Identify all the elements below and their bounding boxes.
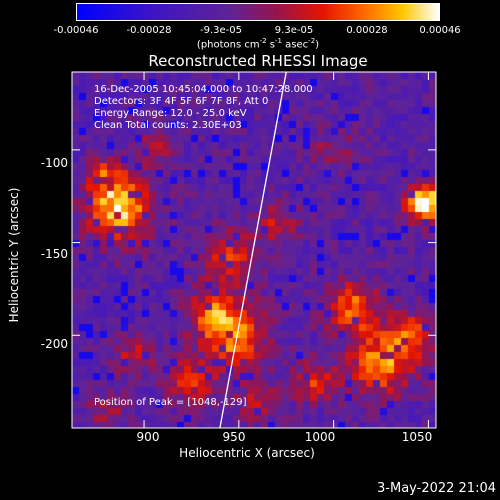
annotation-clean-counts: Clean Total counts: 2.30E+03 xyxy=(94,120,242,131)
x-axis-label: Heliocentric X (arcsec) xyxy=(179,446,315,460)
colorbar-gradient xyxy=(77,4,439,20)
x-tick-label: 950 xyxy=(222,430,246,444)
annotation-detectors: Detectors: 3F 4F 5F 6F 7F 8F, Att 0 xyxy=(94,96,269,107)
y-tick-label: -100 xyxy=(40,156,68,170)
colorbar-tick-label: -0.00046 xyxy=(53,25,99,36)
x-tick-label: 1000 xyxy=(304,430,336,444)
colorbar xyxy=(76,3,440,21)
render-timestamp: 3-May-2022 21:04 xyxy=(377,481,496,496)
limb-line xyxy=(219,71,287,429)
annotation-time-range: 16-Dec-2005 10:45:04.000 to 10:47:28.000 xyxy=(94,84,313,95)
colorbar-tick-label: -0.00028 xyxy=(126,25,172,36)
plot-frame xyxy=(71,71,437,429)
x-axis-ticks xyxy=(143,72,429,428)
y-axis-label: Heliocentric Y (arcsec) xyxy=(7,187,21,323)
y-axis-ticks xyxy=(72,149,436,336)
peak-position-label: Position of Peak = [1048,-129] xyxy=(94,397,247,408)
colorbar-tick-label: 0.00028 xyxy=(346,25,388,36)
colorbar-tick-label: -9.3e-05 xyxy=(200,25,242,36)
colorbar-unit: (photons cm-2 s-1 asec-2) xyxy=(196,37,320,51)
chart-title: Reconstructed RHESSI Image xyxy=(148,52,368,70)
x-tick-label: 900 xyxy=(136,430,160,444)
y-tick-label: -200 xyxy=(40,337,68,351)
x-tick-label: 1050 xyxy=(401,430,433,444)
heatmap-image xyxy=(72,72,436,428)
y-tick-label: -150 xyxy=(40,247,68,261)
annotation-energy-range: Energy Range: 12.0 - 25.0 keV xyxy=(94,108,247,119)
colorbar-tick-label: 9.3e-05 xyxy=(274,25,314,36)
y-axis-label-wrap: Heliocentric Y (arcsec) xyxy=(0,150,28,360)
colorbar-tick-label: 0.00046 xyxy=(419,25,461,36)
